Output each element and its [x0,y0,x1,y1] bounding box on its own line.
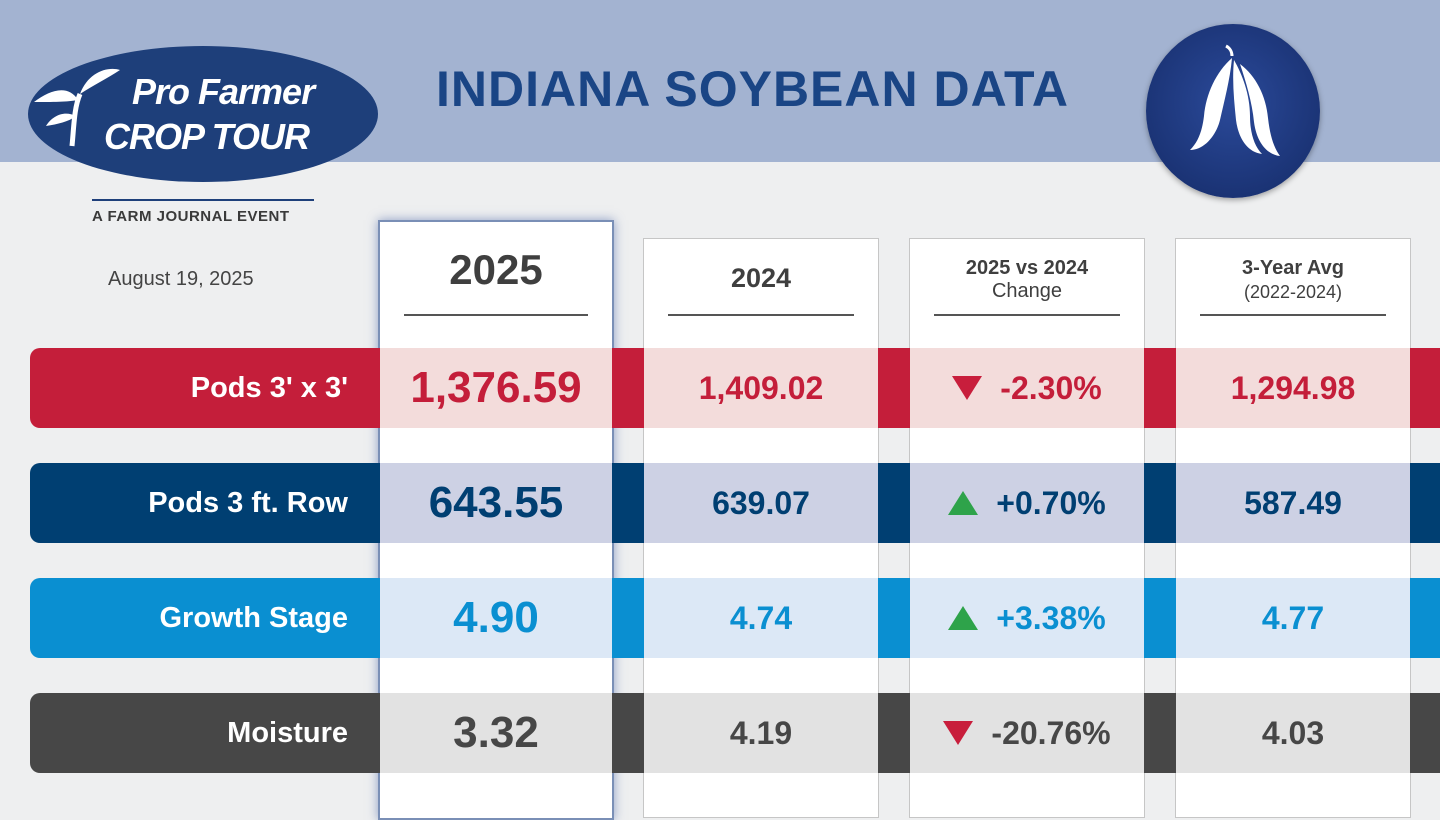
value-3yr-avg: 4.03 [1261,715,1325,751]
value-2025-cell: 3.32 [380,693,612,773]
column-divider [934,314,1120,316]
column-header-change-line2: Change [991,280,1063,302]
value-2025-cell: 643.55 [380,463,612,543]
triangle-up-icon [948,605,979,630]
triangle-down-icon [952,375,983,400]
value-2025: 643.55 [428,478,564,527]
triangle-down-icon [943,720,974,745]
value-3yr-avg-cell: 4.77 [1176,578,1410,658]
value-3yr-avg-cell: 1,294.98 [1176,348,1410,428]
plant-sprout-icon [34,68,120,147]
value-3yr-avg-cell: 4.03 [1176,693,1410,773]
column-header-avg-line2: (2022-2024) [1243,282,1343,302]
value-3yr-avg: 4.77 [1261,600,1325,636]
column-header-2024: 2024 [730,263,792,293]
row-label: Pods 3' x 3' [190,372,348,404]
value-change: +0.70% [996,485,1106,521]
value-3yr-avg: 1,294.98 [1230,370,1356,406]
value-2025-cell: 1,376.59 [380,348,612,428]
column-header-avg-line1: 3-Year Avg [1242,257,1344,279]
value-2024: 1,409.02 [698,370,824,406]
value-change-cell: +0.70% [910,463,1144,543]
column-divider [668,314,854,316]
value-2025: 1,376.59 [410,363,582,412]
value-2025-cell: 4.90 [380,578,612,658]
soybean-pod-icon [1190,44,1280,156]
value-change-cell: +3.38% [910,578,1144,658]
page-title: INDIANA SOYBEAN DATA [436,61,1069,117]
logo-subtitle: A FARM JOURNAL EVENT [92,208,290,225]
value-3yr-avg-cell: 587.49 [1176,463,1410,543]
report-date: August 19, 2025 [108,268,254,290]
column-header-change-line1: 2025 vs 2024 [965,257,1089,279]
value-2024: 4.74 [729,600,793,636]
value-change-cell: -2.30% [910,348,1144,428]
column-divider [1200,314,1386,316]
value-change: +3.38% [996,600,1106,636]
row-label: Moisture [227,717,348,749]
column-header-2025: 2025 [449,246,543,293]
value-change: -20.76% [991,715,1111,751]
value-2024: 639.07 [712,485,810,521]
logo-divider [92,199,314,201]
value-2024-cell: 1,409.02 [644,348,878,428]
row-label: Pods 3 ft. Row [148,487,348,519]
triangle-up-icon [948,490,979,515]
value-3yr-avg: 587.49 [1244,485,1342,521]
soybean-badge [1146,24,1320,198]
value-2025: 4.90 [453,593,539,642]
row-label: Growth Stage [159,602,348,634]
value-change-cell: -20.76% [910,693,1144,773]
logo-line-2: CROP TOUR [104,116,310,157]
value-2024-cell: 4.19 [644,693,878,773]
logo-line-1: Pro Farmer [132,71,315,112]
value-2024: 4.19 [729,715,793,751]
value-2024-cell: 4.74 [644,578,878,658]
pro-farmer-crop-tour-logo: Pro Farmer CROP TOUR [28,46,378,182]
value-change: -2.30% [1000,370,1102,406]
column-divider [404,314,588,316]
value-2024-cell: 639.07 [644,463,878,543]
value-2025: 3.32 [453,708,539,757]
